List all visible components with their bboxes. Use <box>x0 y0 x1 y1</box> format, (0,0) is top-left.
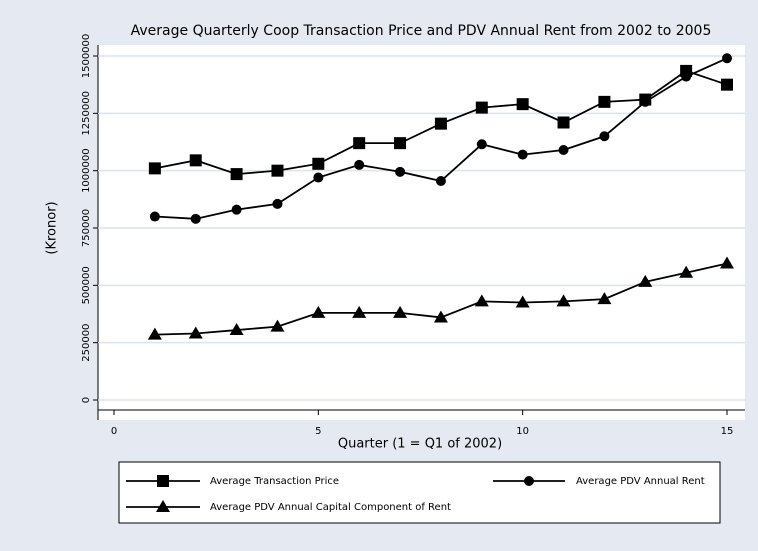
marker-square <box>271 164 284 177</box>
legend-label: Average PDV Annual Capital Component of … <box>210 502 451 513</box>
marker-triangle <box>188 326 203 339</box>
marker-circle <box>640 96 651 107</box>
y-tick-label: 0 <box>81 397 92 403</box>
marker-square <box>157 475 169 487</box>
marker-square <box>230 168 243 181</box>
marker-square <box>475 101 488 114</box>
marker-triangle <box>720 256 734 269</box>
marker-triangle <box>679 265 694 278</box>
marker-circle <box>517 149 528 160</box>
y-tick-label: 1250000 <box>81 91 92 136</box>
marker-square <box>721 78 733 91</box>
marker-square <box>353 137 366 150</box>
y-tick-label: 750000 <box>81 209 92 247</box>
y-axis-title: (Kronor) <box>45 201 60 254</box>
marker-circle <box>524 476 534 486</box>
marker-triangle <box>597 292 612 305</box>
marker-circle <box>476 139 487 150</box>
marker-triangle <box>156 500 170 512</box>
marker-square <box>557 116 570 129</box>
x-axis-title: Quarter (1 = Q1 of 2002) <box>338 437 502 452</box>
x-tick-label: 0 <box>111 426 117 437</box>
marker-circle <box>558 145 569 156</box>
marker-circle <box>272 198 283 209</box>
marker-triangle <box>638 274 653 287</box>
marker-triangle <box>515 295 530 308</box>
marker-triangle <box>474 294 489 307</box>
plot-area <box>98 45 745 420</box>
marker-triangle <box>433 310 448 323</box>
marker-circle <box>395 166 406 177</box>
chart-title: Average Quarterly Coop Transaction Price… <box>131 23 712 39</box>
y-tick-label: 500000 <box>81 266 92 304</box>
marker-circle <box>722 53 732 64</box>
y-tick-label: 250000 <box>81 324 92 362</box>
x-tick-label: 10 <box>516 426 529 437</box>
legend-label: Average Transaction Price <box>210 476 339 487</box>
marker-square <box>394 137 407 150</box>
marker-square <box>516 98 529 111</box>
marker-triangle <box>556 294 571 307</box>
marker-triangle <box>147 327 162 340</box>
marker-triangle <box>393 305 408 318</box>
marker-circle <box>681 71 692 82</box>
marker-triangle <box>229 323 244 336</box>
legend-label: Average PDV Annual Rent <box>576 476 705 487</box>
x-tick-label: 15 <box>721 426 734 437</box>
marker-square <box>189 154 202 167</box>
marker-triangle <box>352 305 367 318</box>
marker-circle <box>435 175 446 186</box>
marker-circle <box>190 213 201 224</box>
y-tick-label: 1500000 <box>81 34 92 79</box>
marker-triangle <box>270 319 285 332</box>
marker-circle <box>599 131 610 142</box>
marker-square <box>434 117 447 130</box>
marker-square <box>148 162 161 175</box>
x-tick-label: 5 <box>315 426 321 437</box>
marker-circle <box>149 211 160 222</box>
y-tick-label: 1000000 <box>81 148 92 193</box>
marker-circle <box>354 159 365 170</box>
marker-triangle <box>311 305 326 318</box>
marker-circle <box>231 204 242 215</box>
marker-square <box>598 95 611 108</box>
legend <box>118 461 721 524</box>
marker-circle <box>313 172 324 183</box>
marker-square <box>312 157 325 170</box>
